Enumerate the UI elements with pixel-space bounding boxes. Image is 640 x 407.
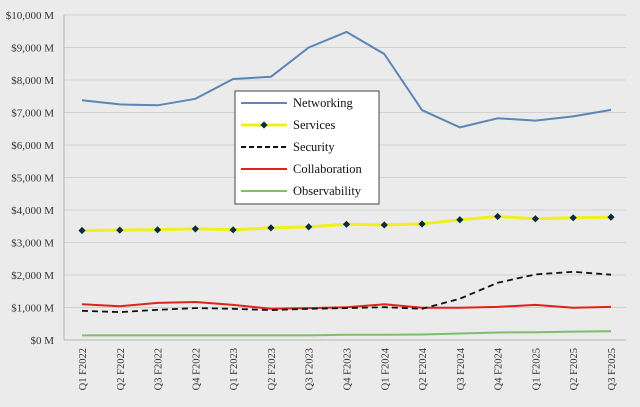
series-networking [81,30,612,129]
y-tick-label: $6,000 M [11,140,54,152]
y-tick-label: $3,000 M [11,238,54,250]
x-tick-label: Q2 F2025 [569,348,580,390]
x-tick-label: Q4 F2023 [343,348,354,390]
data-point [418,220,426,228]
legend-marker [260,121,268,129]
y-axis-ticks: $0 M $1,000 M $2,000 M $3,000 M $4,000 M $5,0… [6,10,55,347]
legend-entry-services: Services [241,118,335,132]
x-tick-label: Q1 F2024 [380,347,391,390]
x-tick-label: Q4 F2024 [494,347,505,390]
series-line [81,270,612,314]
data-point [494,212,502,221]
y-tick-label: $1,000 M [11,303,54,315]
x-tick-label: Q2 F2023 [267,348,278,390]
series-services [78,212,615,235]
x-tick-label: Q1 F2025 [531,348,542,390]
x-tick-label: Q4 F2022 [191,348,202,390]
legend-label: Security [293,140,335,154]
data-point [569,214,577,222]
legend: Networking Services Security Collaboration O… [234,90,380,205]
data-point [607,213,615,221]
y-tick-label: $8,000 M [11,75,54,87]
legend-label: Services [293,118,335,132]
series-line [81,30,612,129]
legend-label: Networking [293,96,353,110]
series-line [82,330,612,337]
x-tick-label: Q2 F2022 [116,348,127,390]
data-point [191,225,199,233]
y-tick-label: $2,000 M [11,270,54,282]
legend-entry-networking: Networking [241,96,353,110]
data-point [267,224,275,232]
legend-entry-security: Security [241,140,335,154]
data-point [153,226,162,234]
x-tick-label: Q3 F2023 [305,348,316,390]
series-observability [82,330,612,337]
legend-entry-observability: Observability [241,184,362,198]
legend-entry-collaboration: Collaboration [241,162,362,176]
data-point [380,221,388,229]
x-tick-label: Q3 F2025 [607,348,618,390]
y-tick-label: $4,000 M [11,205,54,217]
x-axis-ticks: Q1 F2022 Q2 F2022 Q3 F2022 Q4 F2022 Q1 F2023… [78,347,618,390]
y-tick-label: $0 M [30,335,54,347]
legend-label: Collaboration [293,162,362,176]
y-tick-label: $9,000 M [11,43,54,55]
data-point [116,226,124,234]
data-point [531,215,540,223]
x-tick-label: Q3 F2024 [456,347,467,390]
series-lines [78,30,615,337]
legend-label: Observability [293,184,362,198]
y-tick-label: $5,000 M [11,173,54,185]
data-point [305,223,313,231]
x-tick-label: Q1 F2022 [78,348,89,390]
series-security [81,270,612,314]
data-point [456,216,464,224]
y-tick-label: $10,000 M [6,10,55,22]
data-point [78,226,86,235]
x-tick-label: Q2 F2024 [418,347,429,390]
y-tick-label: $7,000 M [11,108,54,120]
x-tick-label: Q3 F2022 [154,348,165,390]
data-point [229,226,237,234]
x-tick-label: Q1 F2023 [229,348,240,390]
data-point [342,220,351,228]
